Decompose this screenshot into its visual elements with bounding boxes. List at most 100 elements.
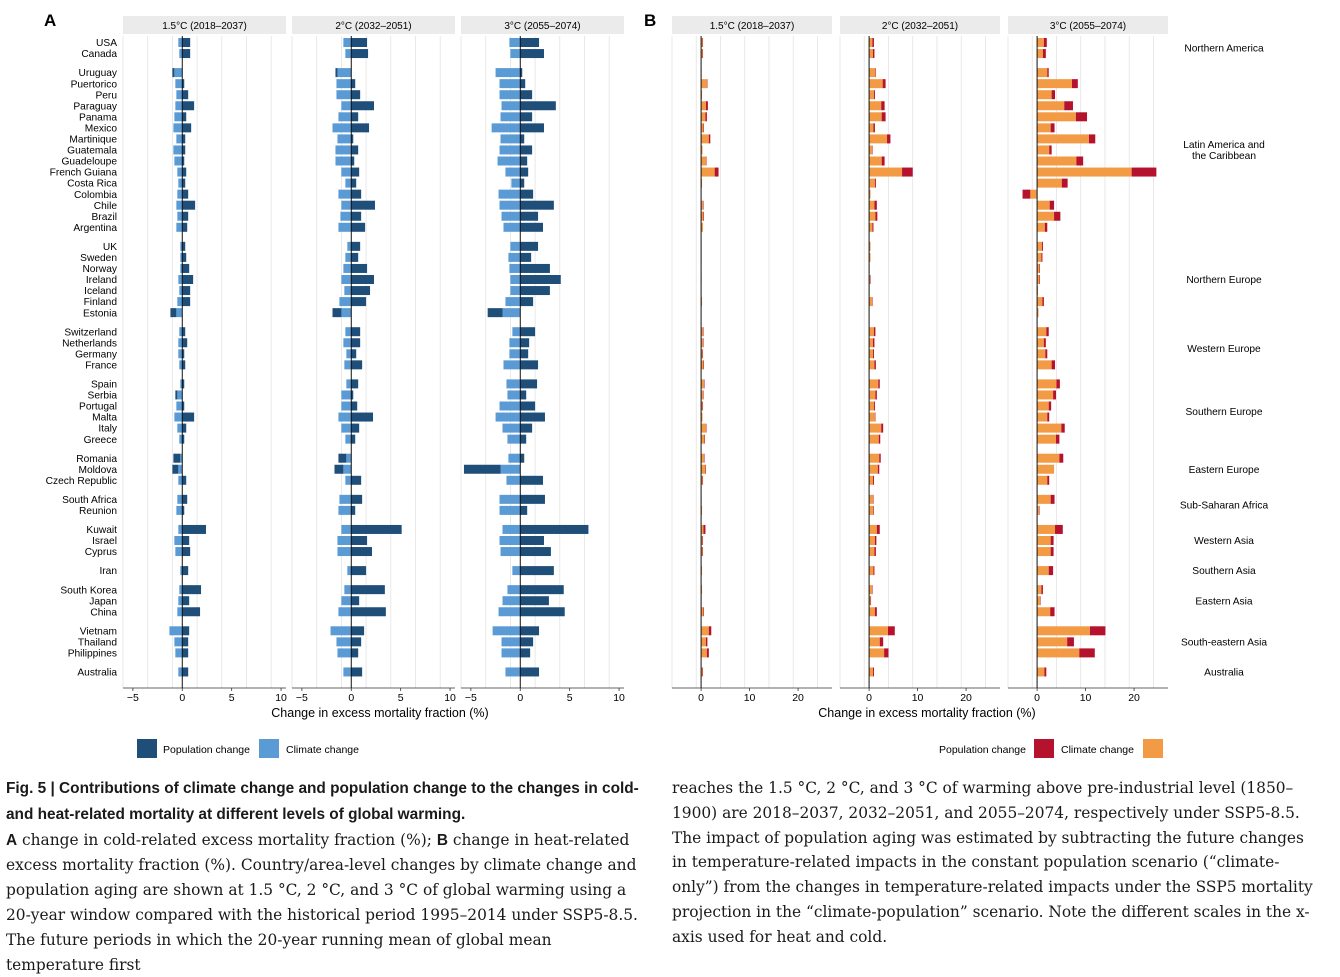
bar-climate-kuwait [869,525,877,534]
panel-b-xlabel: Change in excess mortality fraction (%) [818,706,1035,720]
bar-population-usa [182,38,190,47]
caption-b-text: change in heat-related excess mortality … [6,831,638,974]
bar-population-brazil [182,212,188,221]
bar-climate-argentina [338,223,351,232]
bar-population-romania [173,454,180,463]
bar-population-cyprus [351,547,372,556]
bar-population-panama [882,112,886,121]
bar-population-finland [182,297,190,306]
bar-climate-guatemala [173,145,182,154]
region-label: Eastern Europe [1189,465,1260,476]
caption-b-label: B [437,832,448,849]
bar-population-martinique [1089,134,1095,143]
bar-population-panama [351,112,358,121]
bar-climate-paraguay [869,101,881,110]
bar-climate-portugal [1037,402,1049,411]
bar-population-guadeloupe [520,157,527,166]
bar-climate-czech-republic [506,476,520,485]
bar-climate-martinique [869,134,887,143]
bar-climate-usa [869,38,872,47]
facet-title: 1.5°C (2018–2037) [162,21,247,32]
bar-climate-cyprus [501,547,521,556]
bar-climate-mexico [1037,123,1051,132]
bar-climate-panama [869,112,882,121]
country-label: Argentina [73,223,117,234]
bar-climate-thailand [174,637,182,646]
bar-climate-portugal [500,402,521,411]
bar-climate-greece [701,435,704,444]
bar-climate-moldova [178,465,182,474]
bar-climate-kuwait [341,525,351,534]
bar-climate-france [503,360,520,369]
bar-climate-iran [347,566,351,575]
bar-population-kuwait [877,525,880,534]
bar-climate-peru [869,90,874,99]
bar-population-romania [1059,454,1063,463]
bar-climate-israel [337,536,351,545]
bar-population-portugal [874,402,875,411]
country-label: Brazil [92,212,117,223]
bar-climate-paraguay [701,101,706,110]
bar-population-peru [182,90,188,99]
bar-population-philippines [182,648,188,657]
bar-climate-serbia [177,390,182,399]
bar-population-malta [182,413,194,422]
bar-population-norway [182,264,189,273]
bar-climate-switzerland [345,327,351,336]
bar-climate-italy [701,424,706,433]
bar-climate-uk [1037,242,1042,251]
bar-population-panama [1076,112,1087,121]
bar-population-chile [182,201,195,210]
x-tick-label: 0 [517,692,523,704]
bar-population-brazil [875,212,877,221]
bar-climate-martinique [501,134,521,143]
x-tick-label: 20 [792,692,804,704]
legend-a: Population change Climate change [137,739,359,758]
bar-population-netherlands [520,338,529,347]
bar-climate-paraguay [341,101,351,110]
bar-climate-martinique [1037,134,1089,143]
bar-population-kuwait [1055,525,1063,534]
bar-population-argentina [351,223,365,232]
bar-population-moldova [334,465,343,474]
bar-population-sweden [1041,253,1042,262]
bar-climate-usa [1037,38,1044,47]
legend-a-population-label: Population change [163,744,250,756]
bar-climate-moldova [501,465,521,474]
bar-population-serbia [520,390,526,399]
bar-population-netherlands [182,338,187,347]
bar-population-netherlands [351,338,360,347]
bar-population-moldova [464,465,501,474]
bar-population-cyprus [182,547,190,556]
bar-population-costa-rica [1062,179,1068,188]
bar-climate-guadeloupe [701,157,706,166]
bar-climate-australia [505,667,520,676]
facet-title: 2°C (2032–2051) [882,21,958,32]
x-tick-label: 10 [912,692,924,704]
bar-climate-panama [701,112,705,121]
bar-population-guatemala [351,145,358,154]
bar-climate-vietnam [493,626,521,635]
bar-population-france [1052,360,1055,369]
bar-climate-guadeloupe [174,157,182,166]
bar-population-malta [520,413,545,422]
bar-population-norway [520,264,550,273]
bar-climate-australia [1037,667,1044,676]
region-label-line: Northern Europe [1186,275,1262,286]
bar-climate-israel [869,536,875,545]
bar-climate-iceland [344,286,351,295]
bar-climate-canada [510,49,520,58]
bar-climate-canada [1037,49,1043,58]
bar-population-moldova [878,465,879,474]
bar-climate-costa-rica [511,179,520,188]
country-label: Guadeloupe [61,157,117,168]
bar-population-paraguay [1064,101,1073,110]
bar-population-sweden [520,253,531,262]
bar-climate-argentina [1037,223,1045,232]
bar-population-germany [520,349,528,358]
bar-population-iceland [182,286,190,295]
bar-population-brazil [351,212,361,221]
bar-climate-sweden [1037,253,1041,262]
